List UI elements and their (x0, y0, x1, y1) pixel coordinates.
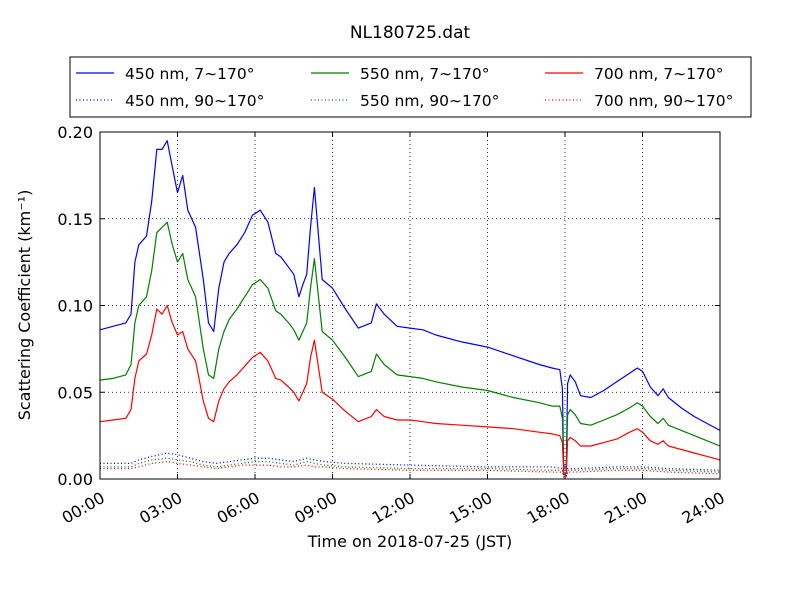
legend-label-4: 700 nm, 7∼170° (594, 65, 723, 83)
x-tick-label: 12:00 (369, 488, 418, 528)
legend-label-3: 550 nm, 90∼170° (360, 92, 499, 110)
x-tick-label: 15:00 (446, 488, 495, 528)
series-line-4 (99, 304, 721, 475)
chart-title: NL180725.dat (350, 23, 471, 43)
x-tick-label: 21:00 (601, 488, 650, 528)
y-tick-label: 0.10 (57, 297, 93, 316)
x-tick-label: 03:00 (136, 488, 185, 528)
x-tick-label: 00:00 (59, 488, 108, 528)
legend-label-2: 550 nm, 7∼170° (360, 65, 489, 83)
y-tick-label: 0.00 (57, 470, 93, 489)
x-axis-label: Time on 2018-07-25 (JST) (307, 532, 512, 551)
chart-legend: 450 nm, 7∼170° 450 nm, 90∼170° 550 nm, 7∼1… (69, 56, 752, 118)
y-tick-label: 0.05 (57, 383, 93, 402)
series-line-0 (99, 140, 721, 468)
legend-frame (69, 56, 752, 118)
series-layer (99, 140, 721, 478)
series-line-2 (99, 221, 721, 471)
x-tick-label: 09:00 (291, 488, 340, 528)
y-tick-label: 0.20 (57, 123, 93, 142)
x-tick-label: 24:00 (679, 488, 728, 528)
legend-label-5: 700 nm, 90∼170° (594, 92, 733, 110)
y-tick-label: 0.15 (57, 210, 93, 229)
x-tick-label: 18:00 (524, 488, 573, 528)
grid-lines (100, 132, 720, 479)
series-line-1 (100, 452, 721, 477)
y-axis-label: Scattering Coefficient (km⁻¹) (15, 190, 34, 421)
legend-label-0: 450 nm, 7∼170° (125, 65, 254, 83)
x-tick-label: 06:00 (214, 488, 263, 528)
legend-label-1: 450 nm, 90∼170° (125, 92, 264, 110)
